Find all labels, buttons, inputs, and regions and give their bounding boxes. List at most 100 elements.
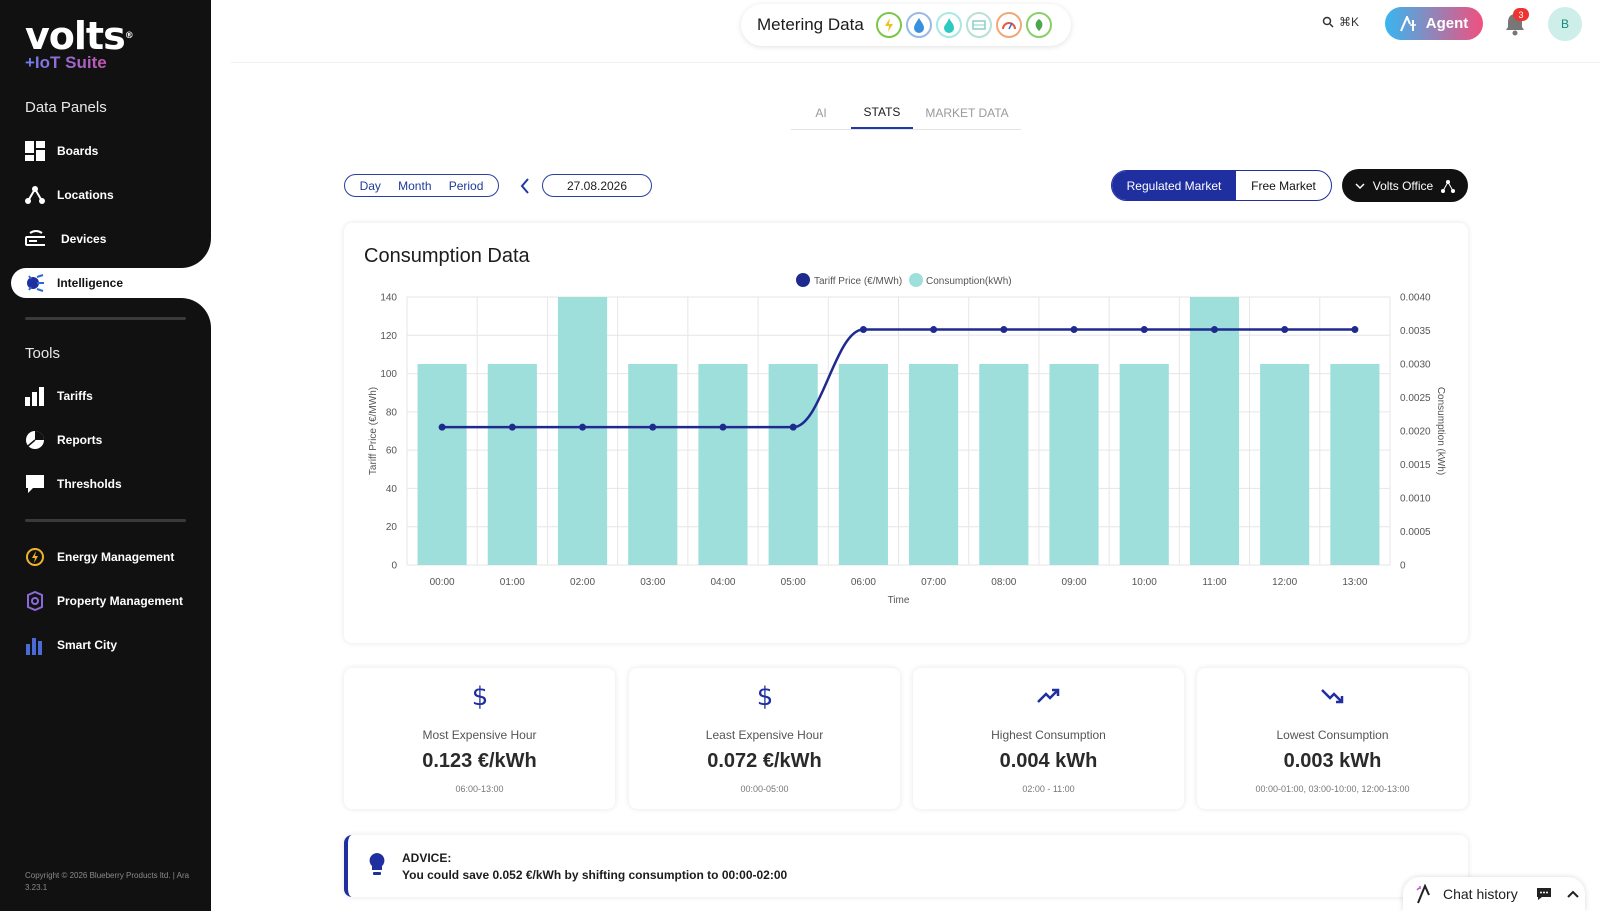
stat-label: Most Expensive Hour (422, 728, 537, 742)
sidebar-item-label: Energy Management (57, 550, 175, 564)
dollar-icon: $ (756, 682, 773, 710)
legend-label-consumption: Consumption(kWh) (926, 276, 1012, 287)
copyright-text: Copyright © 2026 Blueberry Products ltd.… (25, 871, 190, 892)
advice-text: You could save 0.052 €/kWh by shifting c… (402, 868, 788, 882)
notification-badge: 3 (1513, 8, 1529, 21)
advice-title: ADVICE: (402, 851, 452, 865)
chevron-up-icon[interactable] (1566, 889, 1580, 899)
search-button[interactable]: ⌘K (1322, 15, 1359, 29)
svg-text:$: $ (756, 682, 773, 710)
sidebar-item-locations[interactable]: Locations (25, 181, 114, 209)
x-tick-label: 12:00 (1272, 577, 1297, 588)
y2-tick-label: 0.0020 (1400, 427, 1431, 438)
period-day[interactable]: Day (359, 178, 381, 193)
stat-label: Highest Consumption (991, 728, 1106, 742)
tariff-price-point (719, 423, 727, 431)
market-toggle: Regulated Market Free Market (1111, 170, 1332, 201)
tab-ai[interactable]: AI (815, 106, 827, 120)
metering-data-selector[interactable]: Metering Data (741, 4, 1071, 46)
y2-tick-label: 0.0005 (1400, 527, 1431, 538)
y2-tick-label: 0.0040 (1400, 293, 1431, 304)
thresholds-icon (25, 474, 45, 494)
dollar-icon: $ (471, 682, 488, 710)
x-tick-label: 07:00 (921, 577, 946, 588)
agent-button[interactable]: Agent (1385, 7, 1483, 40)
consumption-bar (979, 364, 1029, 565)
consumption-bar (557, 297, 608, 565)
search-shortcut: ⌘K (1339, 15, 1360, 29)
sidebar-item-smart-city[interactable]: Smart City (25, 631, 117, 659)
intelligence-icon (25, 273, 45, 293)
heat-icon[interactable] (995, 12, 1022, 38)
tariff-price-point (1070, 326, 1078, 334)
location-selector[interactable]: Volts Office (1342, 169, 1468, 202)
tab-market-data[interactable]: MARKET DATA (925, 106, 1009, 120)
date-picker[interactable]: 27.08.2026 (542, 174, 652, 197)
hvac-icon[interactable] (965, 12, 992, 38)
brand-name: volts® (25, 14, 134, 58)
tariffs-icon (25, 386, 45, 406)
consumption-bar (698, 364, 748, 565)
consumption-bar (1330, 364, 1380, 565)
sidebar-item-energy-management[interactable]: Energy Management (25, 543, 174, 571)
period-period[interactable]: Period (448, 178, 484, 193)
avatar[interactable]: B (1548, 7, 1582, 41)
chevron-down-icon (1355, 182, 1365, 189)
chevron-left-icon[interactable] (518, 177, 532, 195)
stat-least-expensive-hour: $ Least Expensive Hour 0.072 €/kWh 00:00… (629, 668, 900, 809)
sidebar-item-tariffs[interactable]: Tariffs (25, 382, 93, 410)
agent-label: Agent (1425, 15, 1469, 32)
chat-history-label: Chat history (1443, 886, 1518, 902)
legend-label-tariff: Tariff Price (€/MWh) (814, 276, 902, 287)
environment-icon[interactable] (1025, 12, 1052, 38)
energy-management-icon (25, 547, 45, 567)
sidebar-item-label: Intelligence (57, 276, 124, 290)
sidebar-item-reports[interactable]: Reports (25, 426, 102, 454)
x-tick-label: 10:00 (1132, 577, 1157, 588)
y-tick-label: 140 (380, 293, 397, 304)
sidebar-item-thresholds[interactable]: Thresholds (25, 470, 122, 498)
tariff-price-point (1000, 326, 1008, 334)
y-tick-label: 0 (391, 561, 397, 572)
legend-swatch-tariff (796, 273, 810, 287)
sidebar-item-intelligence[interactable]: Intelligence (11, 268, 211, 298)
sidebar-item-label: Reports (57, 433, 103, 447)
consumption-bar (628, 364, 678, 565)
data-panels-heading: Data Panels (25, 99, 107, 116)
sidebar-item-boards[interactable]: Boards (25, 137, 98, 165)
gas-icon[interactable] (935, 12, 962, 38)
stat-range: 02:00 - 11:00 (1022, 784, 1075, 794)
consumption-bar (838, 364, 888, 565)
sidebar-item-label: Boards (57, 144, 99, 158)
consumption-bar (768, 364, 818, 565)
free-market-button[interactable]: Free Market (1251, 178, 1316, 193)
stat-most-expensive-hour: $ Most Expensive Hour 0.123 €/kWh 06:00-… (344, 668, 615, 809)
consumption-chart: 0 20 40 60 80 100 120 140 0 0.0005 0.0010 0.0015 0.0… (368, 273, 1446, 606)
sidebar-item-property-management[interactable]: Property Management (25, 587, 183, 615)
period-month[interactable]: Month (398, 178, 432, 193)
regulated-market-button[interactable]: Regulated Market (1112, 171, 1236, 200)
stat-range: 06:00-13:00 (455, 784, 504, 794)
water-icon[interactable] (905, 12, 932, 38)
y2-tick-label: 0.0010 (1400, 494, 1431, 505)
sidebar-item-devices[interactable]: Devices (25, 225, 106, 253)
consumption-bar (1189, 297, 1240, 565)
chat-history-button[interactable]: Chat history (1403, 877, 1585, 911)
boards-icon (25, 141, 45, 161)
y-tick-label: 120 (380, 331, 397, 342)
electricity-icon[interactable] (875, 12, 902, 38)
page-title: Metering Data (757, 15, 864, 34)
svg-text:$: $ (471, 682, 488, 710)
y-tick-label: 100 (380, 369, 397, 380)
header-divider (231, 62, 1600, 63)
stat-value: 0.072 €/kWh (707, 750, 822, 772)
brand-logo[interactable]: volts® +IoT Suite (25, 14, 134, 72)
tariff-price-point (508, 423, 516, 431)
brand-suite: +IoT Suite (25, 54, 133, 72)
sidebar: volts® +IoT Suite Data Panels Boards Loc… (0, 0, 211, 911)
stat-value: 0.004 kWh (999, 750, 1098, 772)
tariff-price-point (579, 423, 587, 431)
tab-stats[interactable]: STATS (851, 97, 913, 129)
sidebar-notch (180, 238, 211, 268)
sidebar-item-label: Locations (57, 188, 114, 202)
